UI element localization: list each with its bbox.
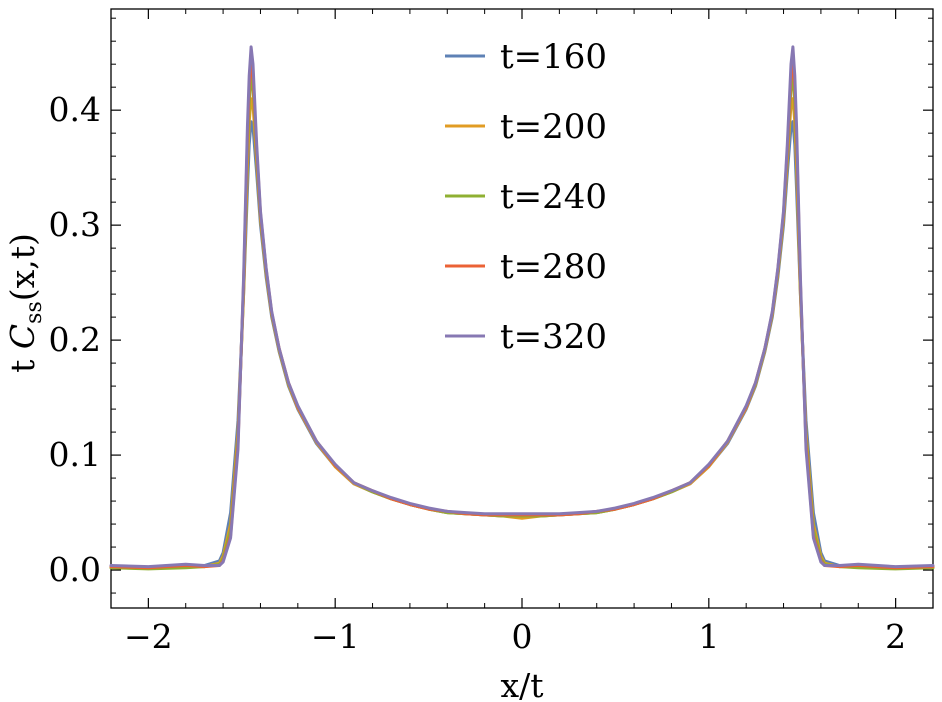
legend: t=160 t=200 t=240 t=280 t=320 — [445, 37, 607, 357]
minor-ticks — [110, 9, 934, 608]
x-axis-label: x/t — [501, 666, 544, 702]
legend-label: t=200 — [500, 107, 607, 147]
y-axis-label-main: C — [3, 324, 42, 349]
y-tick-label: 0.3 — [49, 205, 101, 244]
series-line-t=320 — [109, 45, 935, 569]
y-tick-label: 0.1 — [49, 435, 101, 474]
tick-labels: −2 −1 0 1 2 0.0 0.1 0.2 0.3 0.4 — [49, 90, 907, 656]
y-tick-label: 0.0 — [49, 550, 101, 589]
major-ticks — [111, 9, 933, 608]
legend-label: t=280 — [500, 247, 607, 287]
x-tick-label: −2 — [124, 617, 173, 656]
series-lines — [109, 45, 935, 571]
x-tick-label: 1 — [698, 617, 719, 656]
y-axis-label-suffix: (x,t) — [3, 233, 42, 301]
y-tick-label: 0.4 — [49, 90, 101, 129]
y-axis-label: t Css(x,t) — [3, 233, 47, 373]
x-tick-label: 2 — [885, 617, 906, 656]
x-tick-label: −1 — [311, 617, 360, 656]
legend-label: t=240 — [500, 177, 607, 217]
legend-label: t=320 — [500, 317, 607, 357]
x-tick-label: 0 — [512, 617, 533, 656]
y-tick-label: 0.2 — [49, 320, 101, 359]
y-axis-label-sub: ss — [22, 301, 47, 324]
y-axis-label-prefix: t — [3, 349, 42, 373]
legend-label: t=160 — [500, 37, 607, 77]
